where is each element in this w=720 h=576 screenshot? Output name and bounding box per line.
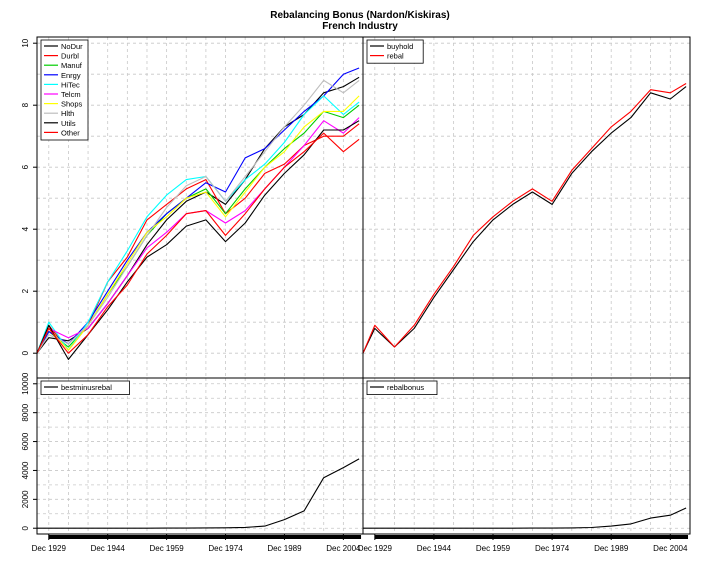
- legend-label-NoDur: NoDur: [61, 42, 83, 51]
- legend-box: [366, 380, 438, 396]
- legend-box: [40, 380, 130, 396]
- series-line-Durbl: [36, 123, 360, 354]
- x-tick-label: Dec 2004: [653, 544, 688, 553]
- y-tick-label: 4: [21, 226, 30, 231]
- series-line-HiTec: [36, 95, 360, 354]
- series-line-Enrgy: [36, 67, 360, 354]
- y-tick-label: 10: [21, 38, 30, 47]
- x-tick-label: Dec 1974: [535, 544, 570, 553]
- series-line-bestminusrebal: [37, 458, 360, 529]
- series-line-Other: [36, 132, 360, 354]
- y-tick-label: 10000: [21, 372, 30, 395]
- x-tick-label: Dec 1929: [32, 544, 67, 553]
- chart-title: Rebalancing Bonus (Nardon/Kiskiras): [270, 10, 450, 21]
- legend-label-Utils: Utils: [61, 119, 76, 128]
- series-line-Utils: [36, 120, 360, 360]
- legend-label-buyhold: buyhold: [387, 42, 413, 51]
- legend-label-Durbl: Durbl: [61, 52, 79, 61]
- chart-subtitle: French Industry: [322, 21, 398, 32]
- legend-box: [40, 39, 89, 141]
- x-tick-label: Dec 1974: [208, 544, 243, 553]
- legend-label-Manuf: Manuf: [61, 61, 83, 70]
- panel-frame: [362, 36, 691, 379]
- legend-label-Hlth: Hlth: [61, 109, 74, 118]
- y-tick-label: 8000: [21, 403, 30, 421]
- series-line-Shops: [36, 95, 360, 354]
- legend-label-rebal: rebal: [387, 52, 404, 61]
- panel-bottom-right: Dec 1929 Dec 1944 Dec 1959 Dec 1974 Dec 1989…: [358, 377, 691, 553]
- series-line-rebal: [362, 83, 687, 354]
- y-tick-label: 8: [21, 102, 30, 107]
- panel-bottom-left: 0 2000 4000 6000 8000 10000 Dec 1929 Dec 1944 De…: [21, 372, 364, 553]
- x-tick-label: Dec 2004: [326, 544, 361, 553]
- x-tick-label: Dec 1989: [267, 544, 302, 553]
- panel-frame: [362, 377, 691, 535]
- legend-label-HiTec: HiTec: [61, 80, 80, 89]
- x-minor-tick-band: [374, 535, 689, 539]
- legend-label-Enrgy: Enrgy: [61, 71, 81, 80]
- legend-label-Shops: Shops: [61, 100, 83, 109]
- legend-label-bestminusrebal: bestminusrebal: [61, 383, 112, 392]
- y-tick-label: 6: [21, 164, 30, 169]
- legend-label-Telcm: Telcm: [61, 90, 81, 99]
- panel-top-left: 0 2 4 6 8 10 NoDurDurblManufEnrgyHiTecTelcmSho…: [21, 36, 364, 379]
- series-line-Telcm: [36, 117, 360, 354]
- y-tick-label: 0: [21, 350, 30, 355]
- y-tick-label: 4000: [21, 461, 30, 479]
- y-tick-label: 2000: [21, 490, 30, 508]
- x-tick-label: Dec 1944: [417, 544, 452, 553]
- series-line-Hlth: [36, 79, 360, 354]
- legend-label-Other: Other: [61, 128, 80, 137]
- series-line-buyhold: [362, 86, 687, 354]
- x-tick-label: Dec 1959: [476, 544, 511, 553]
- y-tick-label: 0: [21, 525, 30, 530]
- x-tick-label: Dec 1989: [594, 544, 629, 553]
- x-tick-label: Dec 1944: [91, 544, 126, 553]
- y-tick-label: 2: [21, 288, 30, 293]
- x-tick-label: Dec 1929: [358, 544, 393, 553]
- x-tick-label: Dec 1959: [149, 544, 184, 553]
- legend-label-rebalbonus: rebalbonus: [387, 383, 424, 392]
- y-tick-label: 6000: [21, 432, 30, 450]
- x-minor-tick-band: [48, 535, 362, 539]
- series-line-rebalbonus: [363, 507, 687, 529]
